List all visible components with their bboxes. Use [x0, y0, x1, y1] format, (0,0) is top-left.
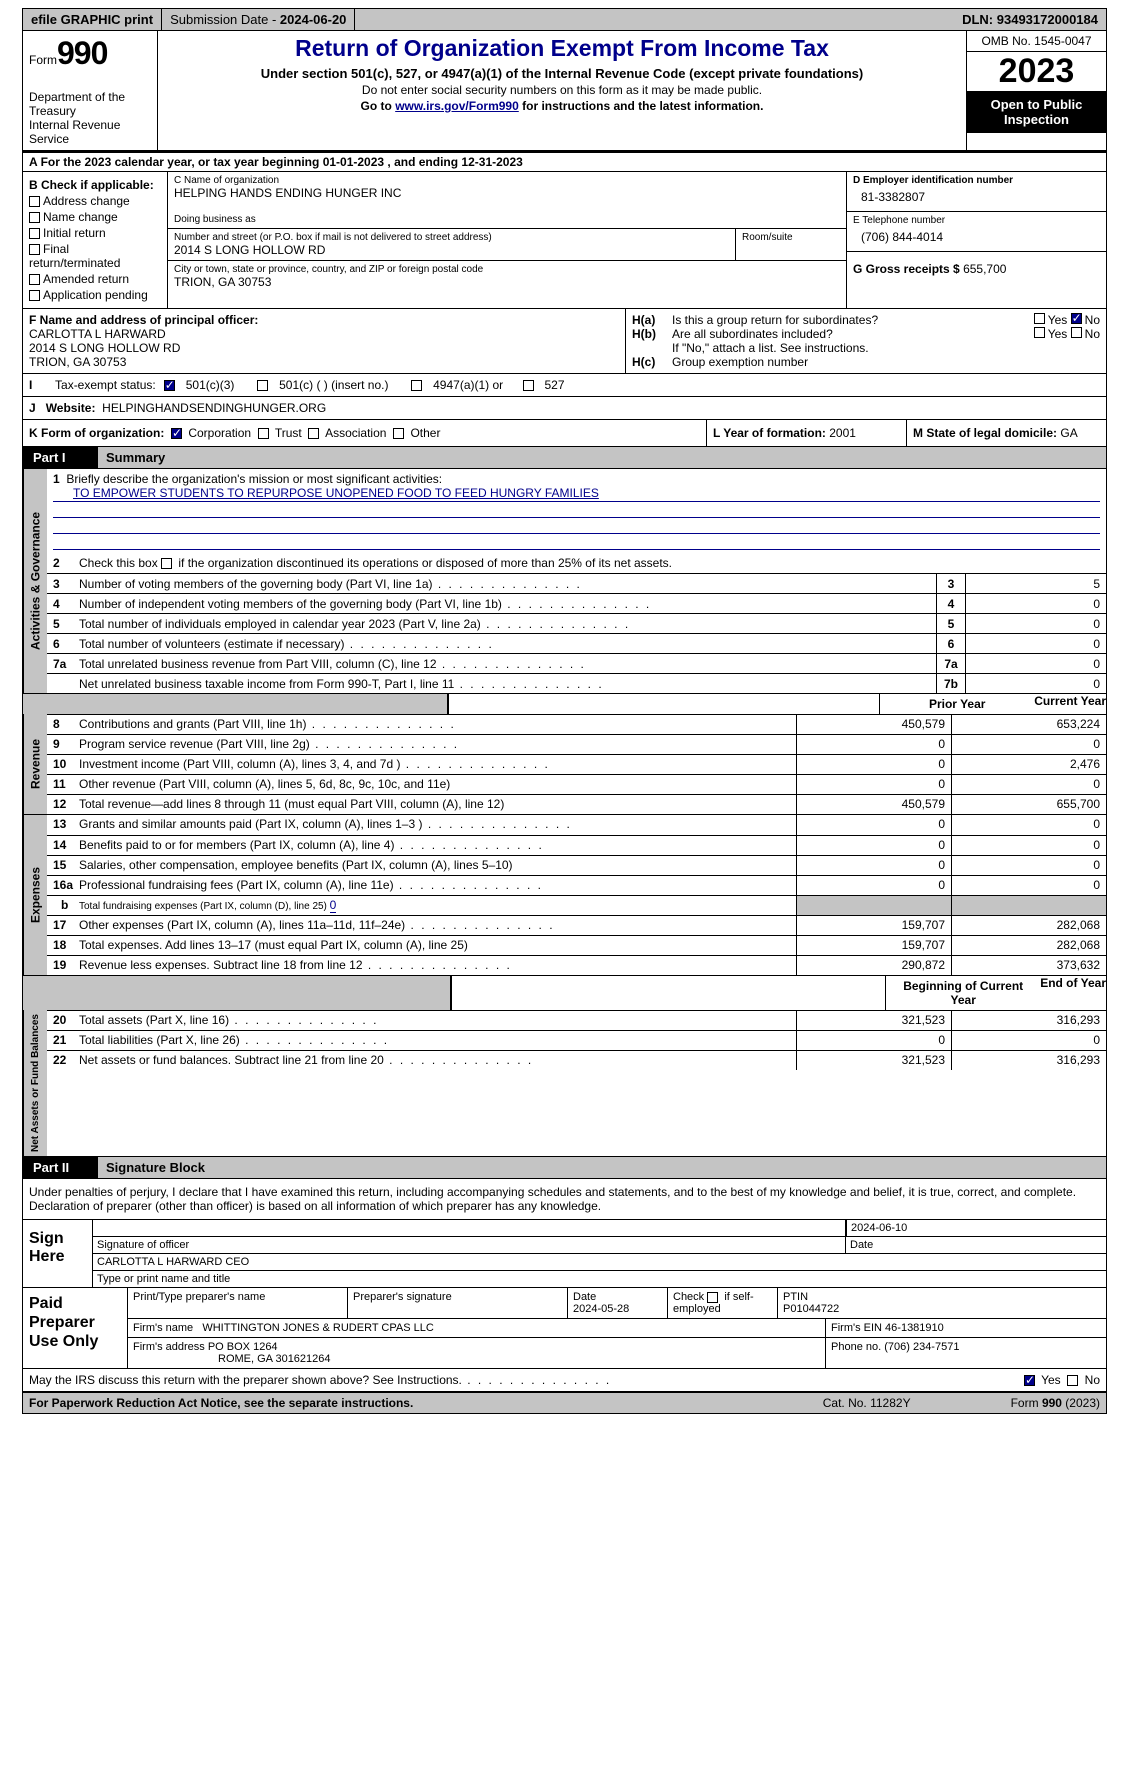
paid-preparer-block: Paid Preparer Use Only Print/Type prepar…	[23, 1287, 1106, 1368]
efile-label: efile GRAPHIC print	[31, 12, 153, 27]
form-number: 990	[57, 35, 107, 71]
checkbox-discuss-no[interactable]	[1067, 1375, 1078, 1386]
checkbox-assoc[interactable]	[308, 428, 319, 439]
gross-receipts: 655,700	[963, 262, 1006, 276]
form-header: Form990 Department of the Treasury Inter…	[23, 31, 1106, 152]
firm-ein: 46-1381910	[885, 1322, 944, 1334]
part-i-header: Part I Summary	[23, 446, 1106, 468]
firm-phone: (706) 234-7571	[884, 1341, 959, 1353]
open-to-public: Open to Public Inspection	[967, 91, 1106, 133]
expenses-tab: Expenses	[23, 815, 47, 975]
checkbox-app-pending[interactable]	[29, 290, 40, 301]
perjury-statement: Under penalties of perjury, I declare th…	[23, 1178, 1106, 1219]
line-4-val: 0	[966, 594, 1106, 613]
prior-current-header: Prior YearCurrent Year	[23, 693, 1106, 714]
officer-signature: CARLOTTA L HARWARD CEO	[93, 1254, 1106, 1270]
section-k: K Form of organization: Corporation Trus…	[23, 419, 1106, 446]
checkbox-name-change[interactable]	[29, 212, 40, 223]
net-assets-tab: Net Assets or Fund Balances	[23, 1010, 47, 1156]
line-7a-val: 0	[966, 654, 1106, 673]
line-5-val: 0	[966, 614, 1106, 633]
line-3-val: 5	[966, 574, 1106, 593]
firm-name: WHITTINGTON JONES & RUDERT CPAS LLC	[202, 1322, 433, 1334]
checkbox-trust[interactable]	[258, 428, 269, 439]
section-b: B Check if applicable: Address change Na…	[23, 172, 168, 308]
form-title: Return of Organization Exempt From Incom…	[166, 35, 958, 62]
checkbox-501c3[interactable]	[164, 380, 175, 391]
officer-name: CARLOTTA L HARWARD	[29, 327, 166, 341]
checkbox-4947[interactable]	[411, 380, 422, 391]
checkbox-ha-no[interactable]	[1071, 313, 1082, 324]
ein: 81-3382807	[853, 186, 1100, 208]
mission-text: TO EMPOWER STUDENTS TO REPURPOSE UNOPENE…	[53, 486, 1100, 502]
irs-link[interactable]: www.irs.gov/Form990	[395, 99, 519, 113]
discuss-row: May the IRS discuss this return with the…	[23, 1368, 1106, 1391]
dln-value: 93493172000184	[997, 12, 1098, 27]
year-formation: 2001	[829, 426, 856, 440]
form-word: Form	[29, 53, 57, 67]
checkbox-501c[interactable]	[257, 380, 268, 391]
checkbox-527[interactable]	[523, 380, 534, 391]
goto-suffix: for instructions and the latest informat…	[519, 99, 764, 113]
checkbox-discuss-yes[interactable]	[1024, 1375, 1035, 1386]
tax-year: 2023	[967, 52, 1106, 91]
org-name: HELPING HANDS ENDING HUNGER INC	[174, 186, 840, 200]
section-d-e-g: D Employer identification number81-33828…	[846, 172, 1106, 308]
checkbox-self-employed[interactable]	[707, 1292, 718, 1303]
line-6-val: 0	[966, 634, 1106, 653]
boy-eoy-header: Beginning of Current YearEnd of Year	[23, 975, 1106, 1010]
checkbox-address-change[interactable]	[29, 196, 40, 207]
checkbox-other[interactable]	[393, 428, 404, 439]
page-footer: For Paperwork Reduction Act Notice, see …	[23, 1391, 1106, 1413]
ptin: P01044722	[783, 1303, 839, 1315]
revenue-section: Revenue 8Contributions and grants (Part …	[23, 714, 1106, 814]
line-7b-val: 0	[966, 674, 1106, 693]
revenue-tab: Revenue	[23, 714, 47, 814]
part-ii-header: Part II Signature Block	[23, 1156, 1106, 1178]
checkbox-discontinued[interactable]	[161, 558, 172, 569]
checkbox-final-return[interactable]	[29, 244, 40, 255]
section-j: J Website: HELPINGHANDSENDINGHUNGER.ORG	[23, 396, 1106, 419]
dln-label: DLN:	[962, 12, 997, 27]
form-subtitle-2: Do not enter social security numbers on …	[166, 83, 958, 97]
expenses-section: Expenses 13Grants and similar amounts pa…	[23, 814, 1106, 975]
section-c: C Name of organizationHELPING HANDS ENDI…	[168, 172, 846, 308]
org-street: 2014 S LONG HOLLOW RD	[174, 243, 729, 257]
firm-addr1: PO BOX 1264	[208, 1341, 278, 1353]
form-subtitle-1: Under section 501(c), 527, or 4947(a)(1)…	[166, 66, 958, 81]
omb-number: OMB No. 1545-0047	[967, 31, 1106, 52]
org-city: TRION, GA 30753	[174, 275, 840, 289]
checkbox-amended[interactable]	[29, 274, 40, 285]
phone: (706) 844-4014	[853, 226, 1100, 248]
submission-date-label: Submission Date -	[170, 12, 280, 27]
prep-date: 2024-05-28	[573, 1303, 629, 1315]
domicile: GA	[1060, 426, 1077, 440]
form-990-page: efile GRAPHIC print Submission Date - 20…	[22, 8, 1107, 1414]
sign-date: 2024-06-10	[846, 1220, 1106, 1236]
section-i: I Tax-exempt status: 501(c)(3) 501(c) ( …	[23, 373, 1106, 396]
net-assets-section: Net Assets or Fund Balances 20Total asse…	[23, 1010, 1106, 1156]
checkbox-hb-no[interactable]	[1071, 327, 1082, 338]
submission-date: 2024-06-20	[280, 12, 347, 27]
section-a: A For the 2023 calendar year, or tax yea…	[23, 152, 1106, 172]
goto-prefix: Go to	[361, 99, 396, 113]
department-label: Department of the Treasury Internal Reve…	[29, 90, 151, 146]
sign-here-block: Sign Here 2024-06-10 Signature of office…	[23, 1219, 1106, 1287]
checkbox-corp[interactable]	[171, 428, 182, 439]
checkbox-hb-yes[interactable]	[1034, 327, 1045, 338]
checkbox-initial-return[interactable]	[29, 228, 40, 239]
section-f-h: F Name and address of principal officer:…	[23, 308, 1106, 373]
checkbox-ha-yes[interactable]	[1034, 313, 1045, 324]
website: HELPINGHANDSENDINGHUNGER.ORG	[102, 401, 326, 415]
governance-tab: Activities & Governance	[23, 469, 47, 693]
top-bar: efile GRAPHIC print Submission Date - 20…	[23, 9, 1106, 31]
governance-section: Activities & Governance 1 Briefly descri…	[23, 468, 1106, 693]
section-b-to-g: B Check if applicable: Address change Na…	[23, 172, 1106, 308]
